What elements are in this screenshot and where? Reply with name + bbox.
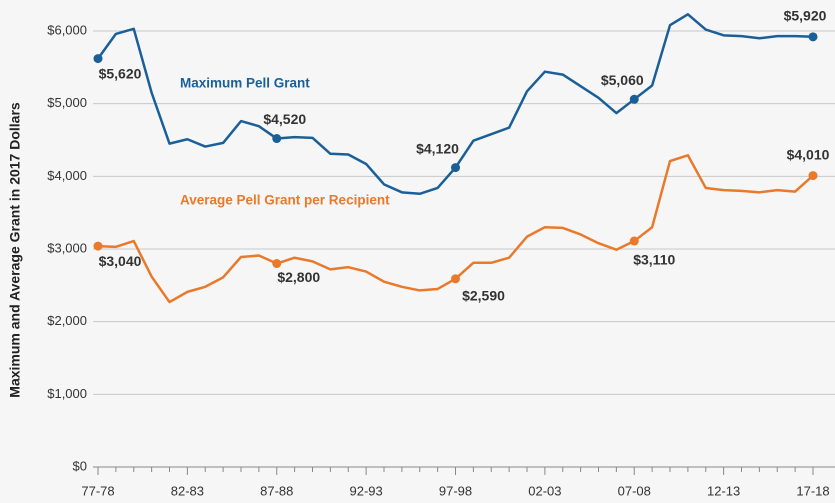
x-tick-label: 77-78: [81, 483, 114, 498]
x-tick-label: 87-88: [260, 483, 293, 498]
x-tick-label: 07-08: [618, 483, 651, 498]
point: [451, 163, 460, 173]
value-label: $5,620: [99, 65, 142, 81]
point: [629, 236, 639, 246]
y-tick-label: $3,000: [47, 240, 87, 255]
point: [808, 32, 818, 42]
value-label: $5,060: [601, 72, 644, 88]
series-label: Maximum Pell Grant: [180, 76, 310, 91]
y-axis-label: Maximum and Average Grant in 2017 Dollar…: [7, 102, 23, 398]
y-tick-label: $0: [73, 458, 87, 473]
point: [272, 259, 282, 269]
y-tick-label: $4,000: [47, 168, 87, 183]
x-tick-label: 97-98: [439, 483, 472, 498]
y-tick-label: $6,000: [47, 22, 87, 37]
x-tick-label: 92-93: [350, 483, 383, 498]
point: [272, 134, 282, 144]
value-label: $3,110: [633, 252, 675, 268]
point: [451, 274, 460, 284]
value-label: $2,800: [277, 269, 320, 285]
x-tick-label: 12-13: [707, 483, 740, 498]
x-tick-label: 17-18: [796, 483, 829, 498]
value-label: $4,120: [416, 140, 459, 156]
point: [629, 94, 639, 104]
point: [93, 54, 103, 64]
y-tick-label: $2,000: [47, 313, 87, 328]
value-label: $2,590: [462, 287, 505, 303]
y-tick-label: $5,000: [47, 95, 87, 110]
y-tick-label: $1,000: [47, 386, 87, 401]
point: [808, 171, 818, 181]
value-label: $4,010: [787, 146, 830, 162]
value-label: $4,520: [263, 111, 306, 127]
value-label: $5,920: [784, 8, 827, 24]
series-label: Average Pell Grant per Recipient: [180, 193, 390, 208]
x-tick-label: 02-03: [528, 483, 561, 498]
value-label: $3,040: [99, 253, 142, 269]
x-tick-label: 82-83: [171, 483, 204, 498]
point: [93, 241, 103, 251]
